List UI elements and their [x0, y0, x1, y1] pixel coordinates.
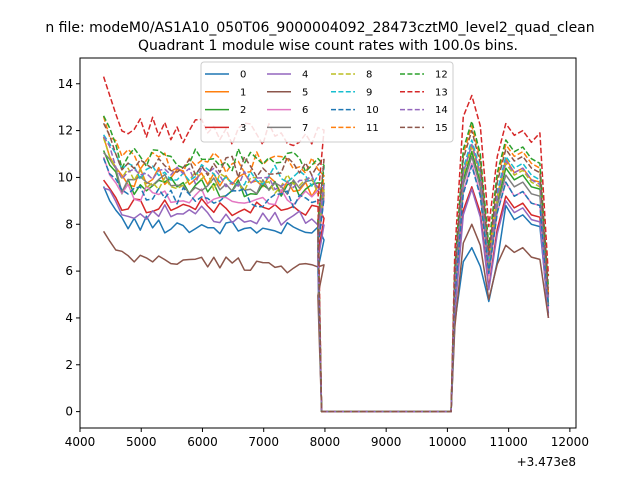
x-tick-label: 9000 — [371, 435, 402, 449]
legend-label-6: 6 — [302, 105, 308, 116]
series-line-4 — [103, 187, 550, 413]
y-tick-label: 4 — [65, 311, 73, 325]
legend-label-4: 4 — [302, 70, 308, 81]
x-axis-offset-label: +3.473e8 — [517, 455, 576, 469]
y-tick-label: 8 — [65, 217, 73, 231]
legend-label-12: 12 — [435, 70, 448, 81]
x-tick-label: 10000 — [428, 435, 466, 449]
axes-frame — [79, 57, 577, 429]
legend-label-7: 7 — [302, 123, 308, 134]
x-tick-label: 5000 — [126, 435, 157, 449]
series-line-14 — [102, 136, 550, 413]
x-tick-label: 6000 — [187, 435, 218, 449]
y-axis: 0 2 4 6 8 10 12 14 — [58, 77, 80, 419]
chart-title: Quadrant 1 module wise count rates with … — [138, 38, 518, 54]
series-line-12 — [102, 115, 550, 413]
legend-label-3: 3 — [240, 123, 246, 134]
series-line-10 — [102, 158, 550, 413]
y-tick-label: 10 — [58, 170, 73, 184]
series-line-9 — [102, 134, 550, 413]
y-tick-label: 12 — [58, 124, 73, 138]
legend-label-8: 8 — [366, 70, 372, 81]
y-tick-label: 6 — [65, 264, 73, 278]
y-tick-label: 14 — [58, 77, 73, 91]
legend-label-11: 11 — [366, 123, 379, 134]
x-tick-label: 8000 — [310, 435, 341, 449]
series-line-3 — [102, 179, 550, 413]
figure-suptitle: n file: modeM0/AS1A10_050T06_9000004092_… — [45, 20, 594, 36]
legend-label-10: 10 — [366, 105, 379, 116]
legend-label-15: 15 — [435, 123, 448, 134]
series-line-11 — [102, 116, 550, 413]
series-line-0 — [102, 186, 550, 413]
x-tick-label: 4000 — [65, 435, 96, 449]
legend-label-13: 13 — [435, 87, 448, 98]
legend-label-5: 5 — [302, 87, 308, 98]
x-axis: 4000 5000 6000 7000 8000 9000 10000 11000 12000 — [65, 428, 589, 449]
x-tick-label: 12000 — [551, 435, 589, 449]
x-tick-label: 11000 — [490, 435, 528, 449]
legend-label-0: 0 — [240, 70, 246, 81]
series-line-5 — [102, 223, 550, 413]
x-tick-label: 7000 — [248, 435, 279, 449]
series-line-15 — [102, 122, 550, 413]
legend-label-14: 14 — [435, 105, 448, 116]
legend-label-1: 1 — [240, 87, 246, 98]
y-tick-label: 2 — [65, 358, 73, 372]
legend-label-9: 9 — [366, 87, 372, 98]
legend-label-2: 2 — [240, 105, 246, 116]
series-line-13 — [102, 76, 550, 413]
y-tick-label: 0 — [65, 405, 73, 419]
legend-box — [200, 61, 454, 143]
series-line-7 — [103, 152, 550, 413]
plot-lines — [102, 76, 550, 413]
